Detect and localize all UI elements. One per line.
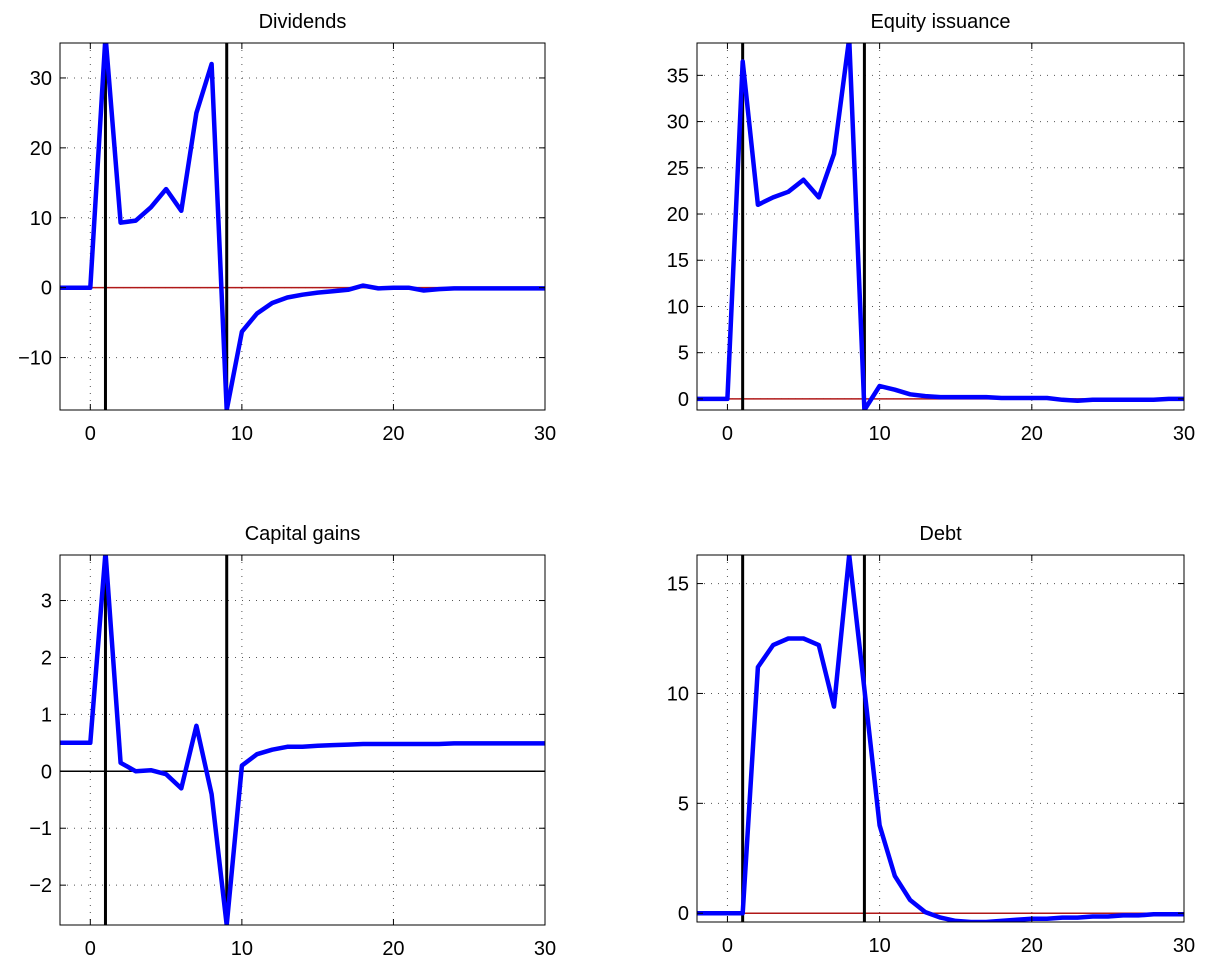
series-line (697, 43, 1184, 410)
x-tick-label: 20 (382, 423, 404, 445)
x-tick-label: 30 (534, 938, 556, 960)
chart-title: Equity issuance (870, 11, 1010, 33)
y-tick-label: 15 (667, 250, 689, 272)
chart-panel-capital-gains: Capital gains 0 10 20 30 −2 −1 0 1 2 3 (29, 523, 556, 960)
y-tick-label: 20 (667, 204, 689, 226)
x-tick-label: 10 (231, 423, 253, 445)
chart-title: Dividends (259, 11, 347, 33)
y-tick-label: 10 (667, 296, 689, 318)
y-tick-label: 0 (41, 278, 52, 300)
chart-panel-equity-issuance: Equity issuance 0 10 20 30 0 5 10 15 20 25 30 35 (667, 11, 1195, 445)
x-tick-label: 30 (534, 423, 556, 445)
x-tick-label: 0 (85, 938, 96, 960)
x-tick-label: 30 (1173, 935, 1195, 957)
x-tick-label: 0 (722, 423, 733, 445)
chart-title: Capital gains (245, 523, 361, 545)
y-tick-label: 25 (667, 158, 689, 180)
y-tick-label: 35 (667, 65, 689, 87)
plot-area (60, 43, 545, 410)
y-tick-label: 2 (41, 647, 52, 669)
y-tick-label: 5 (678, 343, 689, 365)
x-tick-label: 10 (869, 423, 891, 445)
x-tick-label: 20 (1021, 423, 1043, 445)
x-tick-label: 0 (722, 935, 733, 957)
x-tick-label: 10 (869, 935, 891, 957)
y-tick-label: 0 (678, 903, 689, 925)
x-tick-label: 0 (85, 423, 96, 445)
y-tick-label: −10 (18, 348, 52, 370)
y-tick-label: 1 (41, 704, 52, 726)
y-tick-label: 3 (41, 591, 52, 613)
x-tick-label: 20 (1021, 935, 1043, 957)
plot-area (697, 43, 1184, 410)
y-tick-label: 30 (30, 68, 52, 90)
axes-box (59, 42, 546, 411)
y-tick-label: 10 (30, 208, 52, 230)
y-tick-label: 5 (678, 793, 689, 815)
chart-panel-dividends: Dividends 0 10 20 30 −10 0 10 20 30 (18, 11, 556, 445)
x-tick-label: 10 (231, 938, 253, 960)
y-tick-label: 10 (667, 683, 689, 705)
series-line (60, 43, 545, 410)
y-tick-label: −2 (29, 875, 52, 897)
y-tick-label: 0 (41, 761, 52, 783)
series-line (60, 555, 545, 925)
y-tick-label: 20 (30, 138, 52, 160)
y-tick-label: 0 (678, 389, 689, 411)
x-tick-label: 30 (1173, 423, 1195, 445)
x-tick-label: 20 (382, 938, 404, 960)
axes-box (59, 554, 546, 926)
chart-panel-debt: Debt 0 10 20 30 0 5 10 15 (667, 523, 1195, 957)
series-line (697, 555, 1184, 922)
chart-title: Debt (919, 523, 962, 545)
axes-box (696, 42, 1185, 411)
y-tick-label: 15 (667, 574, 689, 596)
plot-area (60, 555, 545, 925)
plot-area (697, 555, 1184, 922)
y-tick-label: −1 (29, 818, 52, 840)
axes-box (696, 554, 1185, 923)
y-tick-label: 30 (667, 112, 689, 134)
